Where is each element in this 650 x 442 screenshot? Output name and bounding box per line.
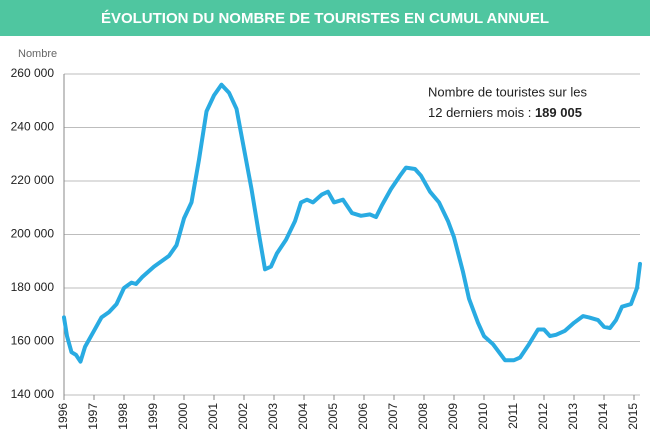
x-tick-label: 2013 [566,403,580,430]
x-tick-label: 2005 [326,403,340,430]
annotation-value: 189 005 [535,105,582,120]
chart-title: ÉVOLUTION DU NOMBRE DE TOURISTES EN CUMU… [101,10,549,27]
x-tick-label: 2009 [446,403,460,430]
x-tick-label: 2000 [176,403,190,430]
x-tick-label: 2014 [596,403,610,430]
y-tick-label: 180 000 [11,280,55,294]
y-tick-label: 200 000 [11,227,55,241]
x-tick-label: 2002 [236,403,250,430]
x-tick-label: 2003 [266,403,280,430]
annotation-line1: Nombre de touristes sur les [428,84,587,99]
x-tick-label: 2001 [206,403,220,430]
x-tick-label: 2011 [506,403,520,429]
line [62,82,642,364]
x-tick-label: 1997 [86,403,100,430]
y-tick-label: 160 000 [11,334,55,348]
y-axis-label: Nombre [18,48,57,60]
annotation-line2: 12 derniers mois : 189 005 [428,105,582,120]
y-tick-label: 220 000 [11,173,55,187]
x-tick-label: 2010 [476,403,490,430]
y-tick-label: 240 000 [11,120,55,134]
x-tick-label: 2006 [356,403,370,430]
x-tick-label: 1999 [146,403,160,430]
x-tick-label: 1996 [56,403,70,430]
title-bar [0,0,650,36]
x-tick-label: 2012 [536,403,550,430]
x-tick-label: 2007 [386,403,400,430]
x-tick-label: 2008 [416,403,430,430]
x-tick-label: 2004 [296,403,310,430]
x-tick-label: 2015 [626,403,640,430]
y-tick-label: 140 000 [11,387,55,401]
x-tick-label: 1998 [116,403,130,430]
y-tick-label: 260 000 [11,66,55,80]
annotation-text: 12 derniers mois : [428,105,535,120]
